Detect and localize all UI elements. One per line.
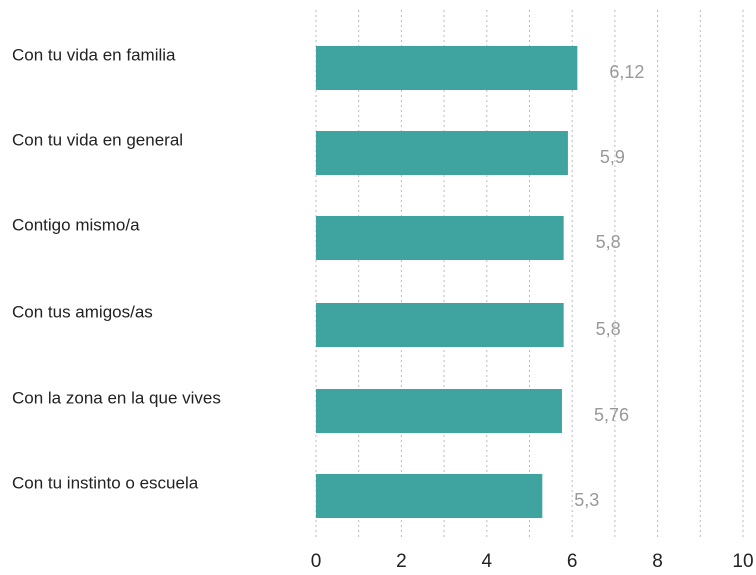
bar xyxy=(316,46,578,90)
bar xyxy=(316,131,568,175)
x-tick-label: 2 xyxy=(396,551,407,572)
category-label: Contigo mismo/a xyxy=(12,215,140,234)
value-label: 5,8 xyxy=(596,319,621,339)
x-tick-label: 10 xyxy=(732,551,753,572)
category-label: Con tu instinto o escuela xyxy=(12,473,199,492)
x-tick-label: 4 xyxy=(482,551,493,572)
category-label: Con tus amigos/as xyxy=(12,302,153,321)
value-label: 6,12 xyxy=(609,62,644,82)
bar xyxy=(316,389,562,433)
value-label: 5,76 xyxy=(594,405,629,425)
category-label: Con tu vida en general xyxy=(12,130,183,149)
bar xyxy=(316,216,564,260)
value-label: 5,9 xyxy=(600,147,625,167)
category-label: Con tu vida en familia xyxy=(12,45,176,64)
bar xyxy=(316,474,543,518)
bar xyxy=(316,303,564,347)
category-label: Con la zona en la que vives xyxy=(12,388,221,407)
x-tick-label: 6 xyxy=(567,551,578,572)
value-label: 5,3 xyxy=(574,490,599,510)
x-tick-label: 0 xyxy=(311,551,322,572)
x-tick-label: 8 xyxy=(652,551,663,572)
value-label: 5,8 xyxy=(596,232,621,252)
